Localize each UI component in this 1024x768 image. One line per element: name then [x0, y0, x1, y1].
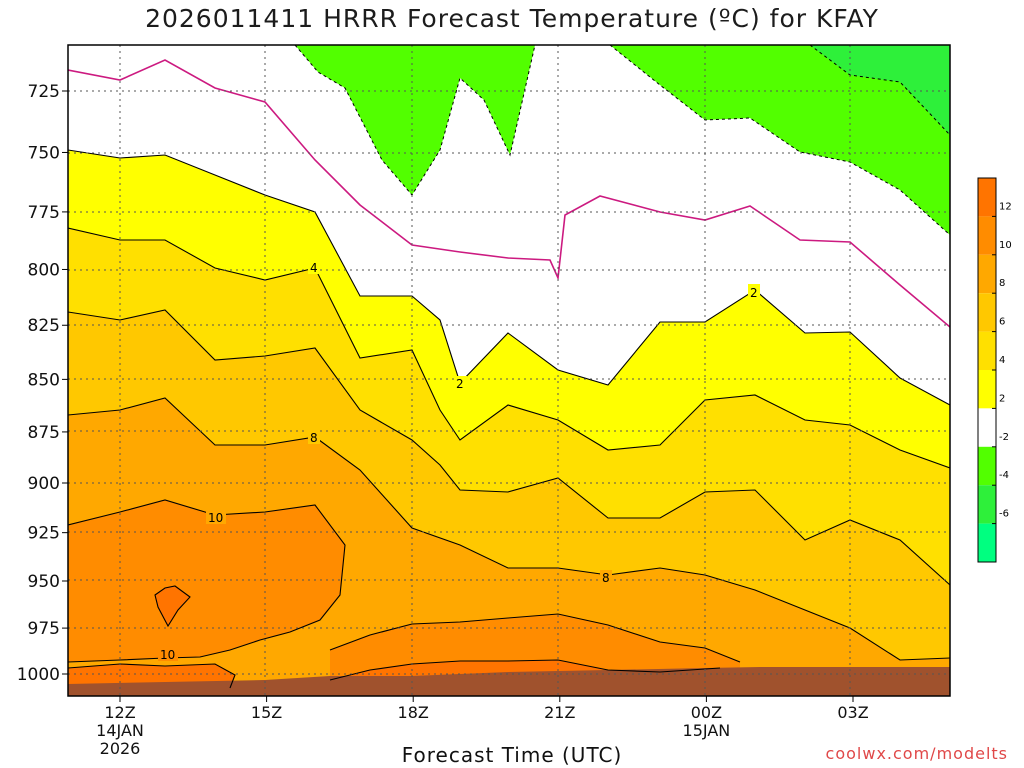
band-12-14-core — [155, 586, 190, 626]
colorbar-label: -4 — [999, 470, 1009, 481]
freezing-line — [68, 59, 950, 328]
contour-lines — [68, 149, 950, 689]
colorbar: 12 10 8 6 4 2 -2 -4 -6 — [977, 177, 1012, 563]
contour-fill-layer — [68, 45, 950, 696]
colorbar-label: 4 — [999, 355, 1005, 366]
dashed-contours — [294, 45, 950, 236]
colorbar-label: -6 — [999, 509, 1009, 520]
colorbar-label: 12 — [999, 201, 1012, 212]
y-tick-label: 850 — [28, 370, 60, 390]
colorbar-swatch — [978, 331, 996, 370]
x-tick-sublabel: 2026 — [100, 739, 141, 758]
colorbar-swatch — [978, 485, 996, 524]
y-tick-label: 950 — [28, 572, 60, 592]
colorbar-swatch — [978, 408, 996, 447]
contour-label: 10 — [160, 648, 175, 662]
green-region-cold — [810, 45, 950, 135]
x-tick-sublabel: 15JAN — [683, 721, 731, 740]
colorbar-swatch — [978, 523, 996, 562]
y-tick-label: 775 — [28, 203, 60, 223]
contour-label: 4 — [310, 261, 318, 275]
colorbar-label: 10 — [999, 240, 1012, 251]
green-region-left — [295, 45, 535, 195]
y-tick-label: 975 — [28, 619, 60, 639]
contour-label: 8 — [310, 431, 318, 445]
colorbar-swatch — [978, 370, 996, 409]
y-tick-label: 800 — [28, 260, 60, 280]
x-tick-label: 21Z — [544, 703, 575, 722]
gridlines — [68, 45, 950, 696]
y-tick-label: 900 — [28, 474, 60, 494]
y-tick-label: 875 — [28, 423, 60, 443]
colorbar-label: 6 — [999, 317, 1005, 328]
x-axis-title: Forecast Time (UTC) — [401, 743, 623, 767]
y-tick-label: 725 — [28, 82, 60, 102]
colorbar-label: 2 — [999, 393, 1005, 404]
chart-title: 2026011411 HRRR Forecast Temperature (ºC… — [145, 4, 879, 33]
x-tick-label: 18Z — [398, 703, 429, 722]
contour-label: 2 — [750, 286, 758, 300]
colorbar-swatch — [978, 178, 996, 217]
colorbar-swatch — [978, 446, 996, 486]
x-tick-sublabel: 14JAN — [96, 721, 144, 740]
x-tick-label: 00Z — [691, 703, 722, 722]
y-axis: 725 750 775 800 825 850 875 900 925 950 975 1000 — [17, 82, 68, 685]
colorbar-swatch — [978, 293, 996, 332]
y-tick-label: 925 — [28, 524, 60, 544]
y-tick-label: 1000 — [17, 665, 60, 685]
contour-label: 10 — [208, 511, 223, 525]
plot-frame — [67, 44, 951, 697]
y-tick-label: 825 — [28, 316, 60, 336]
credit-link[interactable]: coolwx.com/modelts — [825, 744, 1008, 763]
band-10-12 — [68, 500, 345, 662]
y-tick-label: 750 — [28, 143, 60, 163]
contour-label-group: 4 2 2 8 8 10 10 — [158, 260, 760, 662]
x-tick-label: 03Z — [837, 703, 868, 722]
colorbar-label: 8 — [999, 278, 1005, 289]
x-tick-label: 15Z — [251, 703, 282, 722]
colorbar-swatch — [978, 254, 996, 294]
contour-label: 2 — [456, 377, 464, 391]
contour-label: 8 — [602, 571, 610, 585]
green-region-right — [610, 45, 950, 235]
colorbar-label: -2 — [999, 432, 1009, 443]
x-tick-label: 12Z — [104, 703, 135, 722]
colorbar-swatch — [978, 216, 996, 255]
